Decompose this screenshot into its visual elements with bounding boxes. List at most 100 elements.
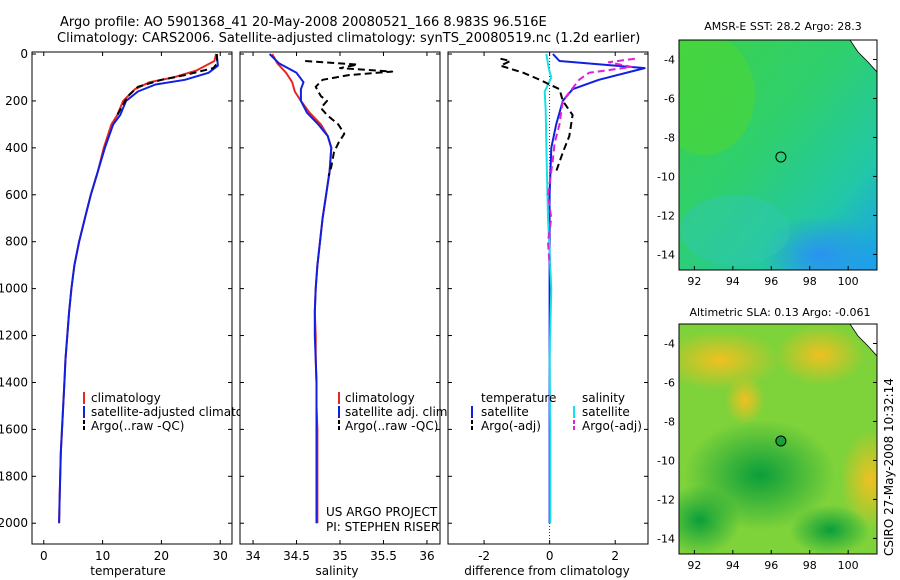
difference-xlabel: difference from climatology: [464, 564, 630, 578]
x-tick-label: 0: [40, 549, 48, 563]
map-y-tick-label: -4: [664, 337, 675, 350]
map-x-tick-label: 98: [803, 275, 817, 288]
difference-legend-sal-argo: Argo(-adj): [582, 419, 642, 433]
figure-title-line2: Climatology: CARS2006. Satellite-adjuste…: [57, 31, 640, 46]
difference-axes: [447, 51, 649, 545]
x-tick-label: 34.5: [283, 549, 310, 563]
x-tick-label: 34: [245, 549, 260, 563]
difference-xticks: -2 0 2: [448, 52, 648, 563]
sla-map-frame: [678, 323, 878, 555]
sst-map-yticks: -4 -6 -8 -10 -12 -14: [657, 53, 877, 261]
salinity-legend-clim: climatology: [345, 391, 415, 405]
sst-map-argo-marker: [775, 151, 787, 163]
temperature-legend-sat: satellite-adjusted climatology: [91, 405, 269, 419]
y-tick-label: 200: [5, 94, 28, 108]
map-y-tick-label: -10: [657, 454, 675, 467]
temperature-legend-argo: Argo(..raw -QC): [91, 419, 184, 433]
x-tick-label: 35: [332, 549, 347, 563]
map-y-tick-label: -6: [664, 376, 675, 389]
map-y-tick-label: -12: [657, 493, 675, 506]
salinity-credit-project: US ARGO PROJECT: [326, 505, 438, 519]
csiro-timestamp: CSIRO 27-May-2008 10:32:14: [882, 378, 896, 556]
map-y-tick-label: -4: [664, 53, 675, 66]
y-tick-label: 0: [20, 47, 28, 61]
sla-map-coast: [849, 324, 877, 357]
sst-map-coast: [849, 40, 877, 73]
temperature-axes: [31, 51, 233, 545]
map-x-tick-label: 92: [687, 275, 701, 288]
y-tick-label: 1600: [0, 422, 28, 436]
map-y-tick-label: -14: [657, 532, 675, 545]
figure-title-line1: Argo profile: AO 5901368_41 20-May-2008 …: [60, 15, 547, 30]
sla-map-title: Altimetric SLA: 0.13 Argo: -0.061: [690, 306, 871, 319]
x-tick-label: 30: [213, 549, 228, 563]
sst-map-xticks: 92 94 96 98 100: [687, 266, 859, 288]
sla-map-xticks: 92 94 96 98 100: [687, 550, 859, 572]
sst-map-mid-patch: [680, 195, 790, 265]
x-tick-label: 10: [95, 549, 110, 563]
y-tick-label: 1400: [0, 375, 28, 389]
difference-legend: temperature satellite Argo(-adj) salinit…: [471, 391, 642, 433]
x-tick-label: 0: [546, 549, 554, 563]
sst-map-frame: [678, 39, 878, 271]
map-x-tick-label: 100: [838, 559, 859, 572]
map-y-tick-label: -8: [664, 415, 675, 428]
y-tick-label: 1200: [0, 329, 28, 343]
map-x-tick-label: 92: [687, 559, 701, 572]
sla-map-yticks: -4 -6 -8 -10 -12 -14: [657, 337, 877, 545]
series-line-argo-raw-qc-: [116, 53, 219, 116]
sst-map-title: AMSR-E SST: 28.2 Argo: 28.3: [704, 20, 862, 33]
series-line-satellite-adj-clim-: [268, 53, 333, 524]
salinity-xticks: 34 34.5 35 35.5 36: [240, 52, 440, 563]
salinity-axes: [239, 51, 441, 545]
y-tick-label: 2000: [0, 516, 28, 530]
y-tick-label: 600: [5, 188, 28, 202]
x-tick-label: 36: [419, 549, 434, 563]
map-x-tick-label: 94: [726, 275, 740, 288]
x-tick-label: 2: [611, 549, 619, 563]
map-y-tick-label: -6: [664, 92, 675, 105]
series-line-salinity-argo-adj-: [547, 57, 636, 266]
sst-map-warm-patch: [679, 40, 755, 155]
map-y-tick-label: -12: [657, 209, 675, 222]
temperature-panel: 0 10 20 30 0 200 400 600 800 1000 1200 1400 1600 1800…: [0, 47, 269, 578]
temperature-xlabel: temperature: [90, 564, 165, 578]
x-tick-label: -2: [478, 549, 490, 563]
salinity-legend: climatology satellite adj. clim. Argo(..…: [338, 391, 451, 433]
salinity-legend-sat: satellite adj. clim.: [345, 405, 451, 419]
map-x-tick-label: 96: [764, 275, 778, 288]
difference-legend-temp-sat: satellite: [481, 405, 529, 419]
salinity-panel: 34 34.5 35 35.5 36 salinity climatology sate…: [239, 51, 451, 578]
sla-map-panel: Altimetric SLA: 0.13 Argo: -0.061 92 94 96…: [657, 306, 878, 572]
temperature-xticks: 0 10 20 30 0 200 400 600 800 1000 1200 1400 1600 1800…: [0, 47, 232, 563]
sla-map-argo-marker: [775, 435, 787, 447]
salinity-xlabel: salinity: [315, 564, 358, 578]
sla-map-high-1: [679, 330, 780, 390]
sla-map-low-3: [790, 505, 870, 554]
series-line-argo-raw-qc-: [305, 60, 394, 177]
temperature-legend: climatology satellite-adjusted climatolo…: [83, 391, 269, 433]
difference-panel: -2 0 2 difference from climatology tempera…: [447, 51, 649, 578]
x-tick-label: 20: [154, 549, 169, 563]
temperature-legend-clim: climatology: [91, 391, 161, 405]
sst-map-panel: AMSR-E SST: 28.2 Argo: 28.3 92 94 96 98 100 …: [657, 20, 878, 288]
salinity-legend-argo: Argo(..raw -QC): [345, 419, 438, 433]
map-x-tick-label: 98: [803, 559, 817, 572]
difference-legend-temp-argo: Argo(-adj): [481, 419, 541, 433]
map-y-tick-label: -10: [657, 170, 675, 183]
salinity-series: [268, 53, 394, 524]
map-y-tick-label: -14: [657, 248, 675, 261]
difference-legend-sal-title: salinity: [582, 391, 625, 405]
difference-legend-temp-title: temperature: [481, 391, 556, 405]
sla-map-high-2: [775, 325, 865, 385]
x-tick-label: 35.5: [370, 549, 397, 563]
sla-map-high-3: [725, 375, 765, 425]
map-x-tick-label: 96: [764, 559, 778, 572]
temperature-series: [58, 53, 219, 524]
sla-map-high-4: [840, 430, 877, 530]
difference-legend-sal-sat: satellite: [582, 405, 630, 419]
map-y-tick-label: -8: [664, 131, 675, 144]
y-tick-label: 1800: [0, 469, 28, 483]
map-x-tick-label: 100: [838, 275, 859, 288]
